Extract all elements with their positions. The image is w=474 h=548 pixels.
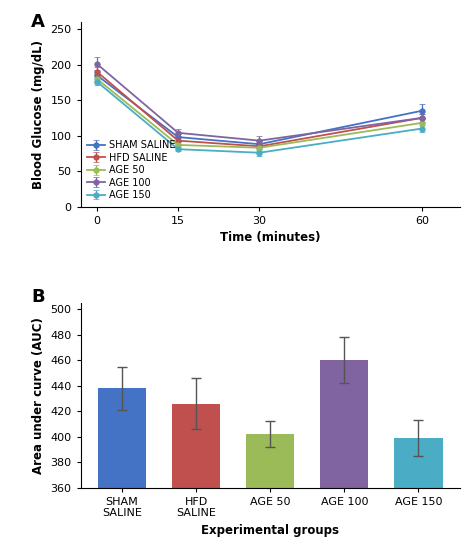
Bar — [394, 438, 443, 488]
Text: B: B — [31, 288, 45, 306]
X-axis label: Time (minutes): Time (minutes) — [220, 231, 320, 244]
Y-axis label: Area under curve (AUC): Area under curve (AUC) — [32, 317, 45, 473]
Bar — [320, 360, 368, 488]
Bar — [172, 403, 220, 488]
X-axis label: Experimental groups: Experimental groups — [201, 524, 339, 537]
Bar — [98, 389, 146, 488]
Text: A: A — [31, 13, 45, 31]
Legend: SHAM SALINE, HFD SALINE, AGE 50, AGE 100, AGE 150: SHAM SALINE, HFD SALINE, AGE 50, AGE 100… — [85, 138, 177, 202]
Y-axis label: Blood Glucose (mg/dL): Blood Glucose (mg/dL) — [32, 40, 45, 189]
Bar — [246, 434, 294, 488]
